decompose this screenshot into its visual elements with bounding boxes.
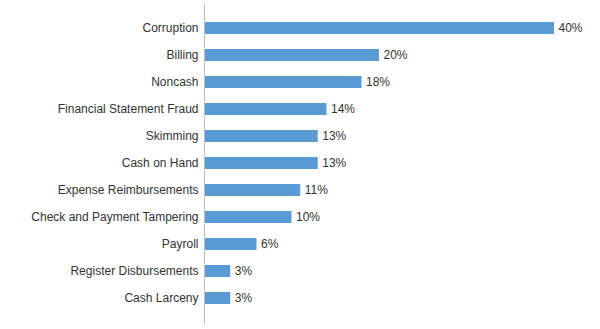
svg-text:20%: 20% — [384, 48, 408, 62]
svg-text:Corruption: Corruption — [142, 21, 198, 35]
svg-text:13%: 13% — [322, 156, 346, 170]
svg-text:14%: 14% — [331, 102, 355, 116]
svg-text:Check and Payment Tampering: Check and Payment Tampering — [31, 210, 198, 224]
svg-text:Cash on Hand: Cash on Hand — [122, 156, 199, 170]
svg-text:10%: 10% — [296, 210, 320, 224]
svg-text:6%: 6% — [261, 237, 279, 251]
svg-text:Billing: Billing — [166, 48, 198, 62]
svg-text:40%: 40% — [559, 21, 583, 35]
svg-text:Payroll: Payroll — [162, 237, 199, 251]
svg-text:11%: 11% — [305, 183, 328, 197]
svg-text:18%: 18% — [366, 75, 390, 89]
svg-text:Cash Larceny: Cash Larceny — [124, 291, 198, 305]
svg-text:Skimming: Skimming — [146, 129, 199, 143]
svg-text:3%: 3% — [235, 264, 253, 278]
svg-text:Financial Statement Fraud: Financial Statement Fraud — [58, 102, 199, 116]
svg-text:Expense Reimbursements: Expense Reimbursements — [58, 183, 199, 197]
svg-text:3%: 3% — [235, 291, 253, 305]
svg-text:Register Disbursements: Register Disbursements — [70, 264, 198, 278]
svg-text:Noncash: Noncash — [151, 75, 198, 89]
svg-text:13%: 13% — [322, 129, 346, 143]
